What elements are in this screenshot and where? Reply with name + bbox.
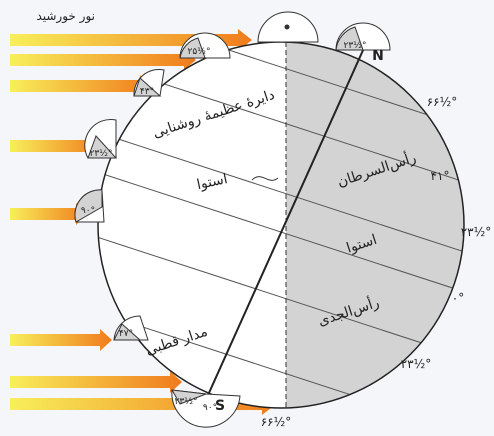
- earth-axis: [203, 47, 365, 405]
- sunlight-label: نور خورشید: [36, 9, 95, 24]
- angle-right-66: ۶۶½°: [427, 95, 458, 109]
- angle-left-23: ۲۳½°: [90, 149, 113, 159]
- north-pole-label: N: [372, 48, 384, 64]
- angle-right-23-lower: ۲۳½°: [401, 357, 432, 371]
- great-circle-pointer: [251, 176, 279, 181]
- equator-lit-label: استوا: [195, 171, 229, 193]
- sun-ray-3: [10, 75, 152, 97]
- angle-left-25: ۲۵½°: [188, 47, 211, 57]
- angle-bottom-66: ۶۶½°: [261, 415, 292, 429]
- south-pole-label: S: [215, 398, 225, 414]
- sun-ray-7: [10, 371, 182, 393]
- angle-right-0: ۰°: [452, 291, 464, 305]
- angle-right-23: ۲۳½°: [461, 225, 492, 239]
- earth-dark-side: [286, 42, 464, 408]
- angle-right-41: ۴۱°: [431, 169, 450, 183]
- sun-ray-6: [10, 329, 112, 351]
- protractors: [74, 11, 391, 428]
- angle-left-90: ۹۰°: [81, 206, 95, 216]
- angle-bottom-23: ۲۳½°: [175, 397, 198, 407]
- angle-bottom-90: ۹۰°: [203, 403, 217, 413]
- angle-left-43: ۴۳°: [140, 87, 154, 97]
- angle-left-47: ۴۷°: [119, 329, 133, 339]
- sun-ray-5: [10, 203, 88, 225]
- sun-ray-2: [10, 50, 196, 70]
- angle-north: ۲۳½°: [344, 41, 367, 51]
- sun-ray-4: [10, 135, 104, 157]
